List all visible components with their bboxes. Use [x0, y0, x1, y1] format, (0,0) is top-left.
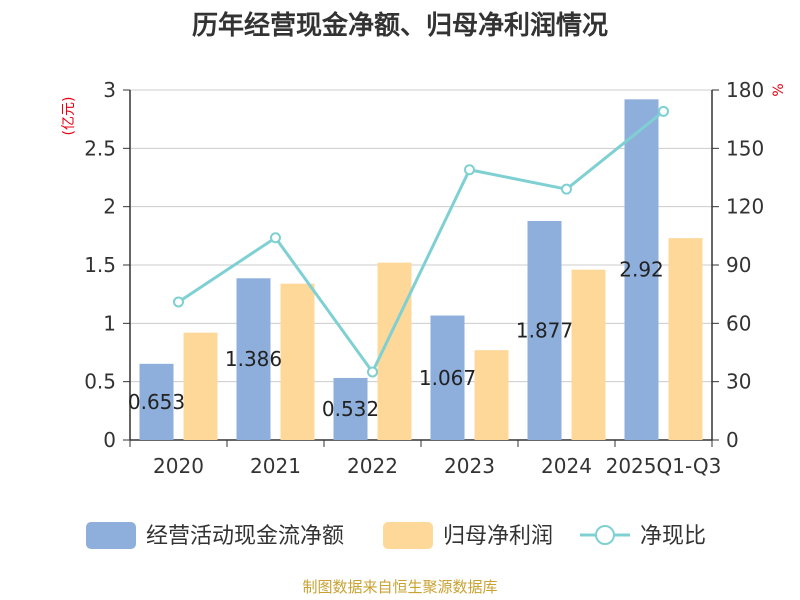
- bars: [139, 99, 703, 440]
- ratio-line-path: [177, 110, 665, 375]
- cashflow-bar: [527, 221, 562, 440]
- cashflow-bar: [430, 315, 465, 440]
- x-tick-label: 2023: [444, 454, 495, 478]
- cashflow-data-label: 2.92: [619, 258, 664, 282]
- right-tick-label: 120: [726, 195, 764, 219]
- x-tick-label: 2024: [541, 454, 592, 478]
- cashflow-bar: [139, 363, 174, 440]
- net-profit-bar: [280, 283, 315, 440]
- ratio-point: [270, 232, 281, 244]
- left-tick-label: 1.5: [84, 253, 116, 277]
- legend-label: 归母净利润: [443, 524, 553, 549]
- cashflow-bar: [236, 278, 271, 440]
- ratio-point: [173, 296, 184, 308]
- legend-marker: [595, 525, 615, 545]
- ratio-point: [464, 164, 475, 176]
- cashflow-bar: [333, 377, 368, 440]
- net-profit-bar: [474, 350, 509, 440]
- left-tick-label: 2: [103, 195, 116, 219]
- x-tick-label: 2021: [250, 454, 301, 478]
- left-tick-label: 0.5: [84, 370, 116, 394]
- legend-label: 经营活动现金流净额: [146, 524, 344, 549]
- x-tick-label: 2022: [347, 454, 398, 478]
- legend: 经营活动现金流净额 归母净利润 净现比: [86, 522, 706, 549]
- right-tick-label: 30: [726, 370, 751, 394]
- left-tick-label: 2.5: [84, 136, 116, 160]
- right-tick-label: 0: [726, 428, 739, 452]
- left-tick-label: 3: [103, 78, 116, 102]
- ratio-line: [173, 105, 669, 378]
- cashflow-bar: [624, 99, 659, 440]
- x-tick-label: 2025Q1-Q3: [606, 454, 722, 478]
- right-axis-unit: %: [771, 83, 787, 96]
- left-tick-label: 1: [103, 311, 116, 335]
- left-tick-label: 0: [103, 428, 116, 452]
- source-note: 制图数据来自恒生聚源数据库: [302, 578, 497, 596]
- net-profit-bar: [571, 269, 606, 440]
- chart-title: 历年经营现金净额、归母净利润情况: [192, 10, 608, 41]
- grid-lines: [130, 89, 712, 441]
- cashflow-data-label: 1.067: [419, 366, 476, 390]
- net-profit-bar: [668, 238, 703, 440]
- legend-swatch: [86, 522, 136, 549]
- data-labels: 0.653 1.386 0.532 1.067 1.877 2.92: [128, 258, 664, 421]
- legend-swatch: [383, 522, 433, 549]
- right-tick-label: 90: [726, 253, 751, 277]
- cashflow-data-label: 0.653: [128, 390, 185, 414]
- right-tick-label: 180: [726, 78, 764, 102]
- cashflow-data-label: 0.532: [322, 397, 379, 421]
- ratio-point: [561, 183, 572, 195]
- legend-label: 净现比: [640, 524, 706, 549]
- ratio-point: [367, 366, 378, 378]
- ratio-point: [658, 105, 669, 117]
- right-tick-label: 60: [726, 311, 751, 335]
- left-axis-unit: (亿元): [61, 97, 77, 136]
- cashflow-data-label: 1.877: [516, 319, 573, 343]
- net-profit-bar: [183, 332, 218, 440]
- right-tick-label: 150: [726, 136, 764, 160]
- cashflow-data-label: 1.386: [225, 347, 282, 371]
- x-tick-label: 2020: [153, 454, 204, 478]
